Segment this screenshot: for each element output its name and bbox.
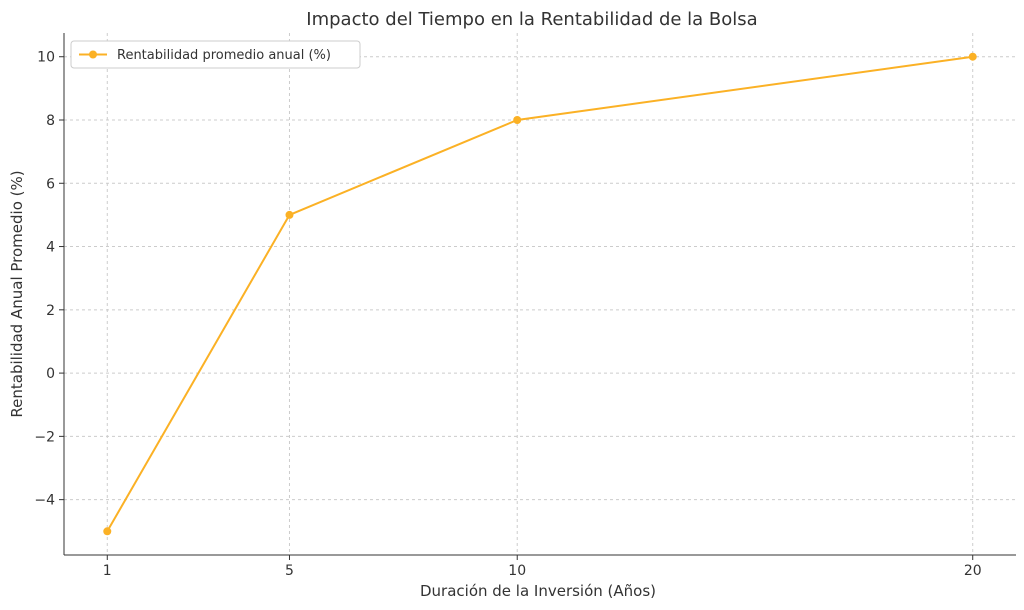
data-point <box>103 527 112 536</box>
y-tick-label: −4 <box>34 493 55 509</box>
legend-label: Rentabilidad promedio anual (%) <box>117 48 331 63</box>
y-tick-label: −2 <box>34 429 55 445</box>
legend-box <box>70 40 361 69</box>
grid <box>64 33 1016 555</box>
x-ticks: 1 5 10 20 <box>103 555 982 579</box>
x-tick-label: 1 <box>103 563 112 579</box>
data-points <box>103 52 977 536</box>
chart-title: Impacto del Tiempo en la Rentabilidad de… <box>306 9 757 30</box>
x-tick-label: 10 <box>508 563 526 579</box>
y-axis-label: Rentabilidad Anual Promedio (%) <box>8 170 26 417</box>
legend-marker <box>89 50 97 59</box>
x-tick-label: 5 <box>285 563 294 579</box>
y-ticks: −4 −2 0 2 4 6 8 10 <box>34 50 64 509</box>
legend: Rentabilidad promedio anual (%) <box>70 40 361 69</box>
data-point <box>285 210 294 219</box>
series-line <box>106 55 973 532</box>
y-tick-label: 6 <box>46 176 55 192</box>
y-tick-label: 8 <box>46 113 55 129</box>
y-tick-label: 4 <box>46 240 55 256</box>
data-point <box>968 52 977 61</box>
y-tick-label: 2 <box>46 303 55 319</box>
data-point <box>513 116 522 124</box>
y-tick-label: 0 <box>46 366 55 382</box>
x-axis-label: Duración de la Inversión (Años) <box>420 582 656 600</box>
y-tick-label: 10 <box>37 50 55 66</box>
x-tick-label: 20 <box>964 563 982 579</box>
